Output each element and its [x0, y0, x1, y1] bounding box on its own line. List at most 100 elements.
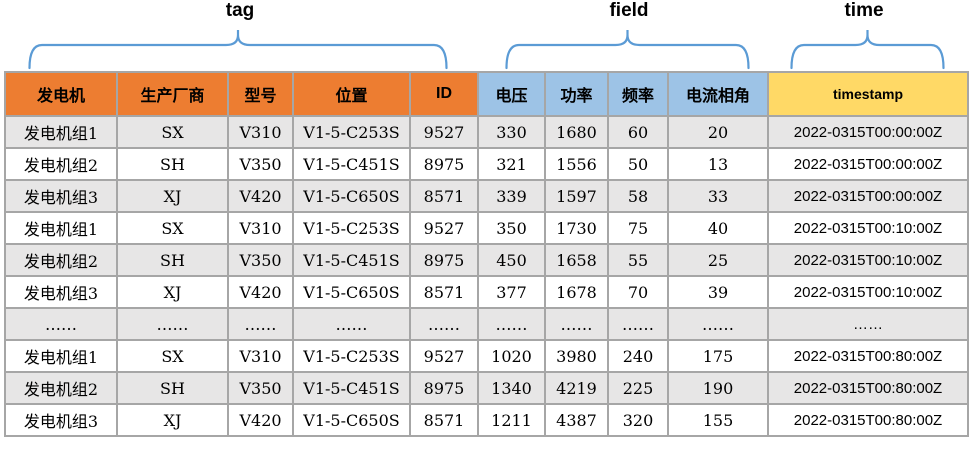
field-brace	[505, 30, 750, 70]
cell-phase-angle: 33	[667, 179, 769, 213]
cell-voltage: ……	[477, 307, 546, 341]
cell-frequency: 70	[607, 275, 669, 309]
cell-timestamp: 2022-0315T00:10:00Z	[767, 275, 969, 309]
cell-model: V350	[227, 371, 294, 405]
table-row: 发电机组1 SX V310 V1-5-C253S 9527 350 1730 75 40 2022…	[4, 211, 969, 245]
cell-manufacturer: XJ	[116, 403, 229, 437]
cell-id: 8571	[409, 275, 479, 309]
group-label-time: time	[844, 0, 884, 21]
cell-frequency: 50	[607, 147, 669, 181]
cell-id: 8571	[409, 403, 479, 437]
cell-location: V1-5-C253S	[292, 339, 411, 373]
table-row: ……………………………………………………	[4, 307, 969, 341]
cell-location: V1-5-C650S	[292, 275, 411, 309]
time-brace	[790, 30, 945, 70]
cell-location: ……	[292, 307, 411, 341]
cell-id: 8975	[409, 371, 479, 405]
cell-generator: 发电机组3	[4, 403, 118, 437]
cell-frequency: 225	[607, 371, 669, 405]
cell-model: V310	[227, 339, 294, 373]
cell-id: ……	[409, 307, 479, 341]
header-row: 发电机 生产厂商 型号 位置 ID 电压 功率 频率 电流相角 timestamp	[4, 71, 969, 117]
cell-manufacturer: SX	[116, 115, 229, 149]
cell-location: V1-5-C451S	[292, 147, 411, 181]
cell-frequency: 75	[607, 211, 669, 245]
cell-voltage: 1211	[477, 403, 546, 437]
cell-phase-angle: 190	[667, 371, 769, 405]
group-label-field: field	[609, 0, 649, 21]
cell-power: 1730	[544, 211, 609, 245]
cell-generator: 发电机组2	[4, 147, 118, 181]
cell-phase-angle: 25	[667, 243, 769, 277]
group-label-tag: tag	[225, 0, 255, 21]
cell-voltage: 1020	[477, 339, 546, 373]
cell-model: V350	[227, 147, 294, 181]
cell-manufacturer: ……	[116, 307, 229, 341]
cell-frequency: 58	[607, 179, 669, 213]
cell-power: 1556	[544, 147, 609, 181]
cell-voltage: 450	[477, 243, 546, 277]
cell-timestamp: 2022-0315T00:80:00Z	[767, 371, 969, 405]
cell-manufacturer: SH	[116, 371, 229, 405]
cell-manufacturer: XJ	[116, 275, 229, 309]
cell-timestamp: ……	[767, 307, 969, 341]
cell-phase-angle: 39	[667, 275, 769, 309]
cell-power: ……	[544, 307, 609, 341]
col-header-manufacturer: 生产厂商	[116, 71, 229, 117]
cell-generator: 发电机组1	[4, 339, 118, 373]
cell-generator: 发电机组1	[4, 211, 118, 245]
table-row: 发电机组1 SX V310 V1-5-C253S 9527 330 1680 60 20 2022…	[4, 115, 969, 149]
cell-phase-angle: ……	[667, 307, 769, 341]
cell-power: 4387	[544, 403, 609, 437]
cell-timestamp: 2022-0315T00:00:00Z	[767, 115, 969, 149]
cell-power: 1597	[544, 179, 609, 213]
cell-model: V310	[227, 211, 294, 245]
cell-generator: ……	[4, 307, 118, 341]
tag-brace	[28, 30, 448, 70]
cell-generator: 发电机组2	[4, 371, 118, 405]
cell-location: V1-5-C650S	[292, 179, 411, 213]
cell-location: V1-5-C253S	[292, 211, 411, 245]
cell-generator: 发电机组3	[4, 179, 118, 213]
cell-id: 9527	[409, 339, 479, 373]
table-row: 发电机组3 XJ V420 V1-5-C650S 8571 339 1597 58 33 2022…	[4, 179, 969, 213]
cell-phase-angle: 175	[667, 339, 769, 373]
cell-voltage: 330	[477, 115, 546, 149]
cell-timestamp: 2022-0315T00:00:00Z	[767, 147, 969, 181]
cell-phase-angle: 40	[667, 211, 769, 245]
cell-voltage: 339	[477, 179, 546, 213]
table-body: 发电机组1 SX V310 V1-5-C253S 9527 330 1680 60 20 2022…	[4, 115, 969, 437]
cell-generator: 发电机组1	[4, 115, 118, 149]
col-header-timestamp: timestamp	[767, 71, 969, 117]
cell-id: 9527	[409, 211, 479, 245]
cell-voltage: 377	[477, 275, 546, 309]
cell-frequency: ……	[607, 307, 669, 341]
cell-manufacturer: XJ	[116, 179, 229, 213]
cell-timestamp: 2022-0315T00:80:00Z	[767, 339, 969, 373]
col-header-voltage: 电压	[477, 71, 546, 117]
cell-generator: 发电机组3	[4, 275, 118, 309]
col-header-phase-angle: 电流相角	[667, 71, 769, 117]
cell-phase-angle: 20	[667, 115, 769, 149]
cell-model: V420	[227, 403, 294, 437]
cell-location: V1-5-C451S	[292, 371, 411, 405]
cell-timestamp: 2022-0315T00:00:00Z	[767, 179, 969, 213]
cell-timestamp: 2022-0315T00:80:00Z	[767, 403, 969, 437]
col-header-location: 位置	[292, 71, 411, 117]
cell-manufacturer: SH	[116, 243, 229, 277]
cell-id: 9527	[409, 115, 479, 149]
cell-timestamp: 2022-0315T00:10:00Z	[767, 243, 969, 277]
cell-frequency: 60	[607, 115, 669, 149]
table-row: 发电机组2 SH V350 V1-5-C451S 8975 450 1658 55 25 2022…	[4, 243, 969, 277]
generator-data-table: 发电机 生产厂商 型号 位置 ID 电压 功率 频率 电流相角 timestamp 发电机组1 SX…	[4, 71, 969, 437]
cell-frequency: 320	[607, 403, 669, 437]
cell-location: V1-5-C253S	[292, 115, 411, 149]
table-row: 发电机组3 XJ V420 V1-5-C650S 8571 1211 4387 320 155 2…	[4, 403, 969, 437]
cell-power: 4219	[544, 371, 609, 405]
cell-voltage: 350	[477, 211, 546, 245]
cell-generator: 发电机组2	[4, 243, 118, 277]
cell-power: 1658	[544, 243, 609, 277]
cell-phase-angle: 13	[667, 147, 769, 181]
cell-frequency: 55	[607, 243, 669, 277]
